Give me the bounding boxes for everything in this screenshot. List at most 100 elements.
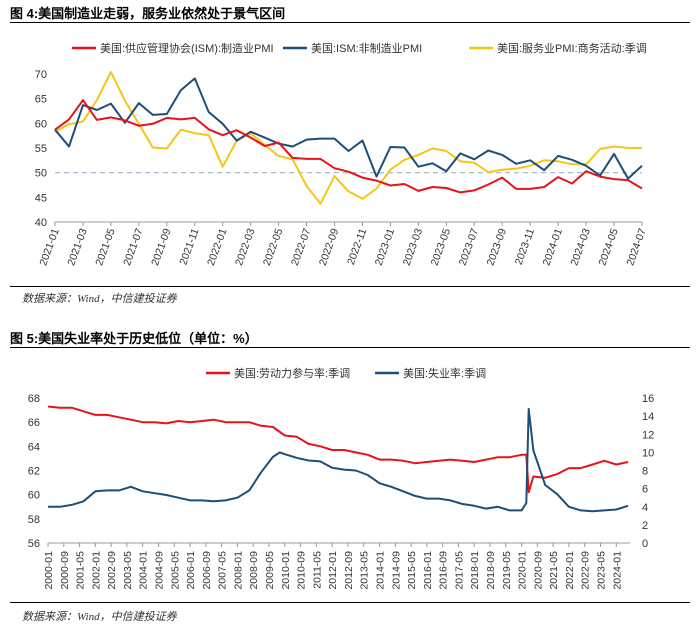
x-tick-label: 2021-07 <box>121 227 146 267</box>
y-left-tick-label: 64 <box>28 441 40 453</box>
x-tick-label: 2018-01 <box>469 551 481 590</box>
legend-label-1: 美国:供应管理协会(ISM):制造业PMI <box>100 41 274 55</box>
y-tick-label: 65 <box>35 94 47 106</box>
x-tick-label: 2013-05 <box>359 551 371 590</box>
pmi-chart: 美国:供应管理协会(ISM):制造业PMI 美国:ISM:非制造业PMI 美国:服务… <box>35 41 649 267</box>
x-tick-label: 2019-05 <box>501 551 513 590</box>
x-tick-label: 2017-05 <box>453 551 465 590</box>
x-tick-label: 2022-07 <box>289 227 314 267</box>
chart1-title: 图 4:美国制造业走弱，服务业依然处于景气区间 <box>10 6 286 21</box>
x-tick-label: 2008-01 <box>232 551 244 590</box>
x-tick-label: 2022-05 <box>261 227 286 267</box>
x-tick-label: 2021-11 <box>177 227 201 267</box>
x-tick-label: 2000-01 <box>43 551 55 590</box>
y-left-tick-label: 58 <box>28 514 40 526</box>
x-tick-label: 2023-05 <box>595 551 607 590</box>
y-right-tick-label: 2 <box>642 520 648 532</box>
x-tick-label: 2016-09 <box>438 551 450 590</box>
x-tick-label: 2003-05 <box>122 551 134 590</box>
y-right-tick-label: 4 <box>642 502 648 514</box>
chart2-bottom-rule <box>10 602 690 603</box>
x-tick-label: 2006-01 <box>185 551 197 590</box>
x-tick-label: 2023-07 <box>457 227 482 267</box>
x-tick-label: 2022-03 <box>233 227 258 267</box>
y-right-tick-label: 0 <box>642 538 648 550</box>
x-tick-label: 2024-07 <box>624 227 649 267</box>
x-tick-label: 2010-01 <box>280 551 292 590</box>
series-line-2 <box>48 407 629 513</box>
legend-label-2: 美国:ISM:非制造业PMI <box>311 41 422 55</box>
y-left-tick-label: 68 <box>28 393 40 405</box>
y-tick-label: 55 <box>35 143 47 155</box>
y-right-tick-label: 8 <box>642 466 648 478</box>
y-right-tick-label: 16 <box>642 393 654 405</box>
y-tick-label: 50 <box>35 168 47 180</box>
x-tick-label: 2021-03 <box>65 227 90 267</box>
legend-label-1: 美国:劳动力参与率:季调 <box>234 366 350 380</box>
x-tick-label: 2022-09 <box>580 551 592 590</box>
x-tick-label: 2001-05 <box>75 551 87 590</box>
x-tick-label: 2009-05 <box>264 551 276 590</box>
x-tick-label: 2023-05 <box>429 227 454 267</box>
chart1-title-rule <box>10 22 690 23</box>
x-tick-label: 2021-09 <box>149 227 174 267</box>
x-tick-label: 2024-03 <box>568 227 593 267</box>
chart2-title-rule <box>10 347 690 348</box>
x-tick-label: 2010-09 <box>296 551 308 590</box>
y-right-tick-label: 10 <box>642 447 654 459</box>
x-tick-label: 2004-01 <box>138 551 150 590</box>
series-line-1 <box>47 405 629 494</box>
x-tick-label: 2014-01 <box>374 551 386 590</box>
y-tick-label: 70 <box>35 69 47 81</box>
x-tick-label: 2004-09 <box>153 551 165 590</box>
y-right-tick-label: 12 <box>642 429 654 441</box>
legend-label-3: 美国:服务业PMI:商务活动:季调 <box>497 41 647 55</box>
y-right-tick-label: 6 <box>642 484 648 496</box>
x-tick-label: 2016-01 <box>422 551 434 590</box>
chart2-title: 图 5:美国失业率处于历史低位（单位：%） <box>10 331 258 346</box>
x-tick-label: 2015-05 <box>406 551 418 590</box>
x-tick-label: 2012-01 <box>327 551 339 590</box>
series-line-1 <box>54 99 643 194</box>
x-tick-label: 2002-01 <box>90 551 102 590</box>
y-tick-label: 60 <box>35 118 47 130</box>
y-tick-label: 40 <box>35 217 47 229</box>
x-tick-label: 2020-09 <box>532 551 544 590</box>
x-tick-label: 2023-09 <box>485 227 510 267</box>
unemployment-chart: 美国:劳动力参与率:季调 美国:失业率:季调5658606264666802468… <box>28 366 655 590</box>
x-tick-label: 2022-01 <box>205 227 230 267</box>
x-tick-label: 2024-01 <box>541 227 566 267</box>
y-right-tick-label: 14 <box>642 411 654 423</box>
y-left-tick-label: 66 <box>28 417 40 429</box>
legend-label-2: 美国:失业率:季调 <box>403 366 486 380</box>
x-tick-label: 2011-05 <box>311 551 323 589</box>
x-tick-label: 2000-09 <box>59 551 71 590</box>
x-tick-label: 2023-03 <box>401 227 426 267</box>
chart1-source: 数据来源：Wind，中信建投证券 <box>22 293 177 305</box>
y-left-tick-label: 62 <box>28 466 40 478</box>
y-tick-label: 45 <box>35 192 47 204</box>
chart1-bottom-rule <box>10 286 690 287</box>
x-tick-label: 2022-11 <box>345 227 369 267</box>
x-tick-label: 2012-09 <box>343 551 355 590</box>
y-left-tick-label: 60 <box>28 490 40 502</box>
x-tick-label: 2008-09 <box>248 551 260 590</box>
x-tick-label: 2020-01 <box>517 551 529 590</box>
x-tick-label: 2006-09 <box>201 551 213 590</box>
x-tick-label: 2007-05 <box>217 551 229 590</box>
y-left-tick-label: 56 <box>28 538 40 550</box>
series-line-2 <box>54 77 643 180</box>
x-tick-label: 2002-09 <box>106 551 118 590</box>
x-tick-label: 2023-11 <box>513 227 537 267</box>
x-tick-label: 2022-09 <box>317 227 342 267</box>
chart2-source: 数据来源：Wind，中信建投证券 <box>22 611 177 623</box>
x-tick-label: 2014-09 <box>390 551 402 590</box>
x-tick-label: 2021-01 <box>37 227 62 267</box>
x-tick-label: 2023-01 <box>373 227 398 267</box>
x-tick-label: 2024-05 <box>596 227 621 267</box>
x-tick-label: 2024-01 <box>611 551 623 590</box>
x-tick-label: 2005-05 <box>169 551 181 590</box>
x-tick-label: 2022-01 <box>564 551 576 590</box>
series-line-3 <box>54 71 642 205</box>
x-tick-label: 2021-05 <box>548 551 560 590</box>
